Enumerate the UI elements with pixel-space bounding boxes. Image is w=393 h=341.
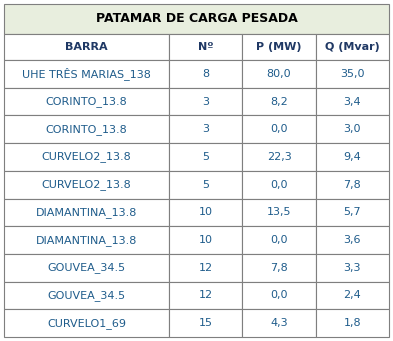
Bar bbox=[4, 60, 169, 88]
Text: CORINTO_13.8: CORINTO_13.8 bbox=[46, 96, 127, 107]
Text: 0,0: 0,0 bbox=[270, 235, 288, 245]
Bar bbox=[316, 309, 389, 337]
Bar bbox=[4, 171, 169, 198]
Bar bbox=[169, 143, 242, 171]
Text: 15: 15 bbox=[199, 318, 213, 328]
Text: 12: 12 bbox=[198, 263, 213, 273]
Bar bbox=[242, 198, 316, 226]
Bar bbox=[4, 34, 169, 60]
Bar bbox=[242, 60, 316, 88]
Text: 1,8: 1,8 bbox=[343, 318, 361, 328]
Bar bbox=[169, 198, 242, 226]
Text: 0,0: 0,0 bbox=[270, 291, 288, 300]
Text: 10: 10 bbox=[199, 207, 213, 217]
Bar bbox=[242, 309, 316, 337]
Bar bbox=[4, 4, 389, 34]
Bar bbox=[169, 309, 242, 337]
Text: 3: 3 bbox=[202, 97, 209, 106]
Text: 0,0: 0,0 bbox=[270, 124, 288, 134]
Text: 4,3: 4,3 bbox=[270, 318, 288, 328]
Bar bbox=[4, 282, 169, 309]
Text: 22,3: 22,3 bbox=[266, 152, 291, 162]
Bar bbox=[242, 254, 316, 282]
Text: 3,0: 3,0 bbox=[343, 124, 361, 134]
Bar bbox=[242, 171, 316, 198]
Bar bbox=[4, 226, 169, 254]
Text: CURVELO1_69: CURVELO1_69 bbox=[47, 318, 126, 329]
Text: BARRA: BARRA bbox=[65, 42, 108, 52]
Text: Nº: Nº bbox=[198, 42, 213, 52]
Bar bbox=[242, 282, 316, 309]
Text: 35,0: 35,0 bbox=[340, 69, 365, 79]
Bar bbox=[4, 309, 169, 337]
Bar bbox=[169, 115, 242, 143]
Bar bbox=[4, 198, 169, 226]
Bar bbox=[169, 88, 242, 115]
Text: DIAMANTINA_13.8: DIAMANTINA_13.8 bbox=[36, 235, 137, 246]
Text: 5: 5 bbox=[202, 152, 209, 162]
Bar bbox=[242, 88, 316, 115]
Bar bbox=[316, 115, 389, 143]
Bar bbox=[316, 60, 389, 88]
Bar bbox=[316, 143, 389, 171]
Bar bbox=[4, 254, 169, 282]
Bar bbox=[242, 115, 316, 143]
Text: PATAMAR DE CARGA PESADA: PATAMAR DE CARGA PESADA bbox=[95, 13, 298, 26]
Bar bbox=[316, 282, 389, 309]
Bar bbox=[4, 115, 169, 143]
Bar bbox=[4, 88, 169, 115]
Bar bbox=[169, 34, 242, 60]
Text: 9,4: 9,4 bbox=[343, 152, 361, 162]
Bar bbox=[169, 60, 242, 88]
Text: 3,4: 3,4 bbox=[343, 97, 361, 106]
Text: GOUVEA_34.5: GOUVEA_34.5 bbox=[48, 262, 126, 273]
Bar bbox=[316, 226, 389, 254]
Text: 5,7: 5,7 bbox=[343, 207, 361, 217]
Text: P (MW): P (MW) bbox=[256, 42, 302, 52]
Text: 2,4: 2,4 bbox=[343, 291, 361, 300]
Text: 80,0: 80,0 bbox=[267, 69, 291, 79]
Bar bbox=[316, 34, 389, 60]
Bar bbox=[242, 34, 316, 60]
Text: 0,0: 0,0 bbox=[270, 180, 288, 190]
Text: 7,8: 7,8 bbox=[343, 180, 361, 190]
Text: 8: 8 bbox=[202, 69, 209, 79]
Bar bbox=[242, 143, 316, 171]
Text: GOUVEA_34.5: GOUVEA_34.5 bbox=[48, 290, 126, 301]
Bar bbox=[316, 88, 389, 115]
Bar bbox=[169, 171, 242, 198]
Text: UHE TRÊS MARIAS_138: UHE TRÊS MARIAS_138 bbox=[22, 68, 151, 80]
Text: DIAMANTINA_13.8: DIAMANTINA_13.8 bbox=[36, 207, 137, 218]
Text: CORINTO_13.8: CORINTO_13.8 bbox=[46, 124, 127, 135]
Text: 5: 5 bbox=[202, 180, 209, 190]
Text: 3,3: 3,3 bbox=[343, 263, 361, 273]
Bar bbox=[316, 171, 389, 198]
Text: 8,2: 8,2 bbox=[270, 97, 288, 106]
Text: 3: 3 bbox=[202, 124, 209, 134]
Text: CURVELO2_13.8: CURVELO2_13.8 bbox=[42, 179, 131, 190]
Bar bbox=[316, 254, 389, 282]
Bar bbox=[242, 226, 316, 254]
Bar bbox=[169, 282, 242, 309]
Bar bbox=[169, 254, 242, 282]
Text: 13,5: 13,5 bbox=[267, 207, 291, 217]
Text: Q (Mvar): Q (Mvar) bbox=[325, 42, 380, 52]
Text: CURVELO2_13.8: CURVELO2_13.8 bbox=[42, 151, 131, 162]
Bar bbox=[4, 143, 169, 171]
Text: 7,8: 7,8 bbox=[270, 263, 288, 273]
Text: 10: 10 bbox=[199, 235, 213, 245]
Bar bbox=[316, 198, 389, 226]
Text: 3,6: 3,6 bbox=[343, 235, 361, 245]
Text: 12: 12 bbox=[198, 291, 213, 300]
Bar bbox=[169, 226, 242, 254]
